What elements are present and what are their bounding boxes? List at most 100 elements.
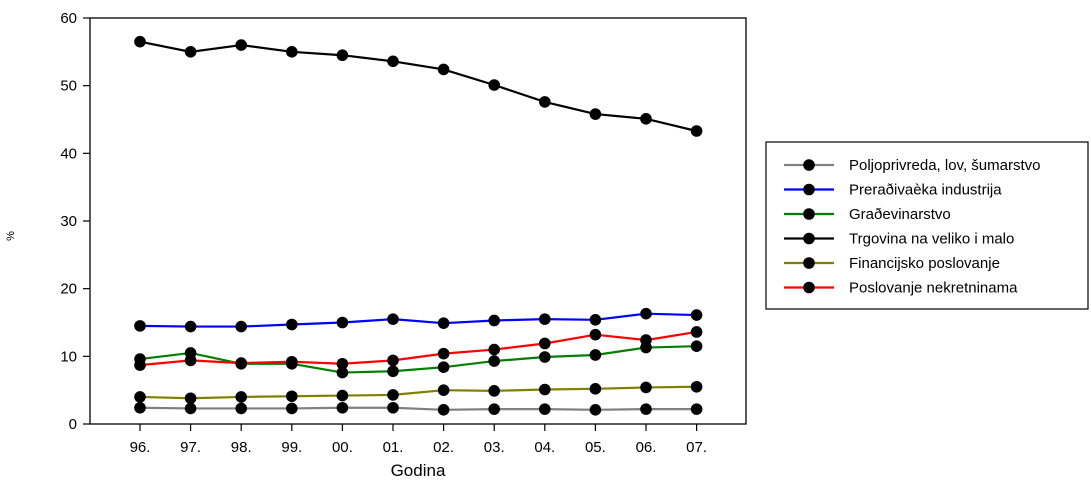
data-point bbox=[235, 39, 247, 51]
data-point bbox=[134, 391, 146, 403]
data-point bbox=[235, 320, 247, 333]
legend-swatch-marker bbox=[803, 159, 815, 171]
y-tick-label: 30 bbox=[60, 213, 77, 230]
data-point bbox=[589, 108, 602, 120]
y-tick-label: 50 bbox=[60, 78, 77, 95]
data-point bbox=[387, 55, 399, 68]
data-point bbox=[488, 355, 501, 367]
data-point bbox=[286, 46, 298, 58]
y-axis-title: % bbox=[5, 231, 17, 241]
x-axis-title: Godina bbox=[391, 461, 446, 480]
x-tick-label: 97. bbox=[180, 439, 201, 456]
legend-label: Preraðivaèka industrija bbox=[849, 182, 1002, 199]
x-tick-label: 06. bbox=[636, 439, 657, 456]
data-point bbox=[539, 96, 551, 108]
series-5 bbox=[134, 326, 703, 371]
legend-label: Poljoprivreda, lov, šumarstvo bbox=[849, 157, 1040, 174]
data-point bbox=[488, 79, 501, 91]
data-point bbox=[640, 381, 652, 394]
data-point bbox=[539, 313, 551, 325]
series-0 bbox=[134, 401, 703, 416]
data-point bbox=[184, 402, 197, 415]
data-point bbox=[539, 337, 551, 350]
data-point bbox=[640, 113, 652, 125]
data-point bbox=[488, 403, 501, 415]
data-point bbox=[286, 355, 298, 368]
data-point bbox=[437, 384, 450, 396]
series-line bbox=[139, 345, 697, 374]
data-point bbox=[286, 318, 298, 331]
x-tick-label: 00. bbox=[332, 439, 353, 456]
y-tick-label: 60 bbox=[60, 10, 77, 27]
legend-label: Graðevinarstvo bbox=[849, 206, 951, 223]
data-point bbox=[690, 340, 703, 352]
data-point bbox=[134, 320, 146, 332]
data-point bbox=[184, 392, 197, 405]
data-point bbox=[589, 328, 602, 341]
x-tick-label: 99. bbox=[281, 439, 302, 456]
data-point bbox=[539, 351, 551, 363]
x-tick-label: 96. bbox=[130, 439, 151, 456]
data-point bbox=[387, 401, 399, 414]
data-point bbox=[640, 403, 652, 415]
x-tick-label: 03. bbox=[484, 439, 505, 456]
legend: Poljoprivreda, lov, šumarstvo Preraðivaèk… bbox=[765, 141, 1089, 310]
data-point bbox=[184, 46, 197, 58]
data-point bbox=[336, 316, 349, 329]
series-line bbox=[139, 385, 697, 400]
data-point bbox=[488, 385, 501, 397]
data-point bbox=[437, 347, 450, 360]
data-point bbox=[690, 326, 703, 338]
series-2 bbox=[134, 340, 703, 379]
data-point bbox=[336, 389, 349, 402]
y-tick-label: 10 bbox=[60, 348, 77, 365]
data-point bbox=[387, 389, 399, 401]
data-point bbox=[690, 125, 703, 137]
x-tick-label: 07. bbox=[686, 439, 707, 456]
legend-swatch-marker bbox=[803, 208, 815, 220]
x-tick-label: 01. bbox=[383, 439, 404, 456]
data-point bbox=[336, 357, 349, 370]
data-point bbox=[589, 313, 602, 326]
x-tick-label: 04. bbox=[534, 439, 555, 456]
data-point bbox=[134, 401, 146, 414]
data-point bbox=[690, 309, 703, 321]
series-line bbox=[139, 40, 697, 133]
data-point bbox=[286, 402, 298, 415]
data-point bbox=[387, 365, 399, 378]
legend-swatch-marker bbox=[803, 281, 815, 294]
data-point bbox=[336, 49, 349, 62]
legend-label: Trgovina na veliko i malo bbox=[849, 231, 1014, 248]
data-point bbox=[387, 354, 399, 367]
data-point bbox=[336, 401, 349, 414]
legend-label: Financijsko poslovanje bbox=[849, 255, 1000, 272]
data-point bbox=[134, 35, 146, 48]
data-point bbox=[690, 380, 703, 393]
data-point bbox=[589, 403, 602, 416]
data-point bbox=[539, 383, 551, 396]
data-point bbox=[235, 391, 247, 403]
x-axis: 96. 97. 98. 99. 00. 01. 02. 03. 04. 05. 06. 07. bbox=[130, 424, 707, 456]
series-4 bbox=[134, 380, 703, 405]
legend-swatch-marker bbox=[803, 183, 815, 196]
legend-swatch-marker bbox=[803, 257, 815, 269]
series-3 bbox=[134, 35, 703, 137]
data-point bbox=[488, 314, 501, 327]
data-point bbox=[437, 63, 450, 76]
x-tick-label: 98. bbox=[231, 439, 252, 456]
y-axis: 0 10 20 30 40 50 60 bbox=[60, 10, 90, 433]
x-tick-label: 02. bbox=[433, 439, 454, 456]
series-1 bbox=[134, 307, 703, 333]
series-line bbox=[139, 330, 697, 367]
series-line bbox=[139, 312, 697, 328]
data-point bbox=[589, 349, 602, 361]
data-point bbox=[488, 343, 501, 356]
x-tick-label: 05. bbox=[585, 439, 606, 456]
data-point bbox=[286, 390, 298, 403]
series-line bbox=[139, 406, 697, 411]
data-point bbox=[437, 361, 450, 373]
data-point bbox=[235, 357, 247, 369]
legend-label: Poslovanje nekretninama bbox=[849, 280, 1018, 297]
data-point bbox=[437, 317, 450, 329]
y-tick-label: 20 bbox=[60, 281, 77, 298]
